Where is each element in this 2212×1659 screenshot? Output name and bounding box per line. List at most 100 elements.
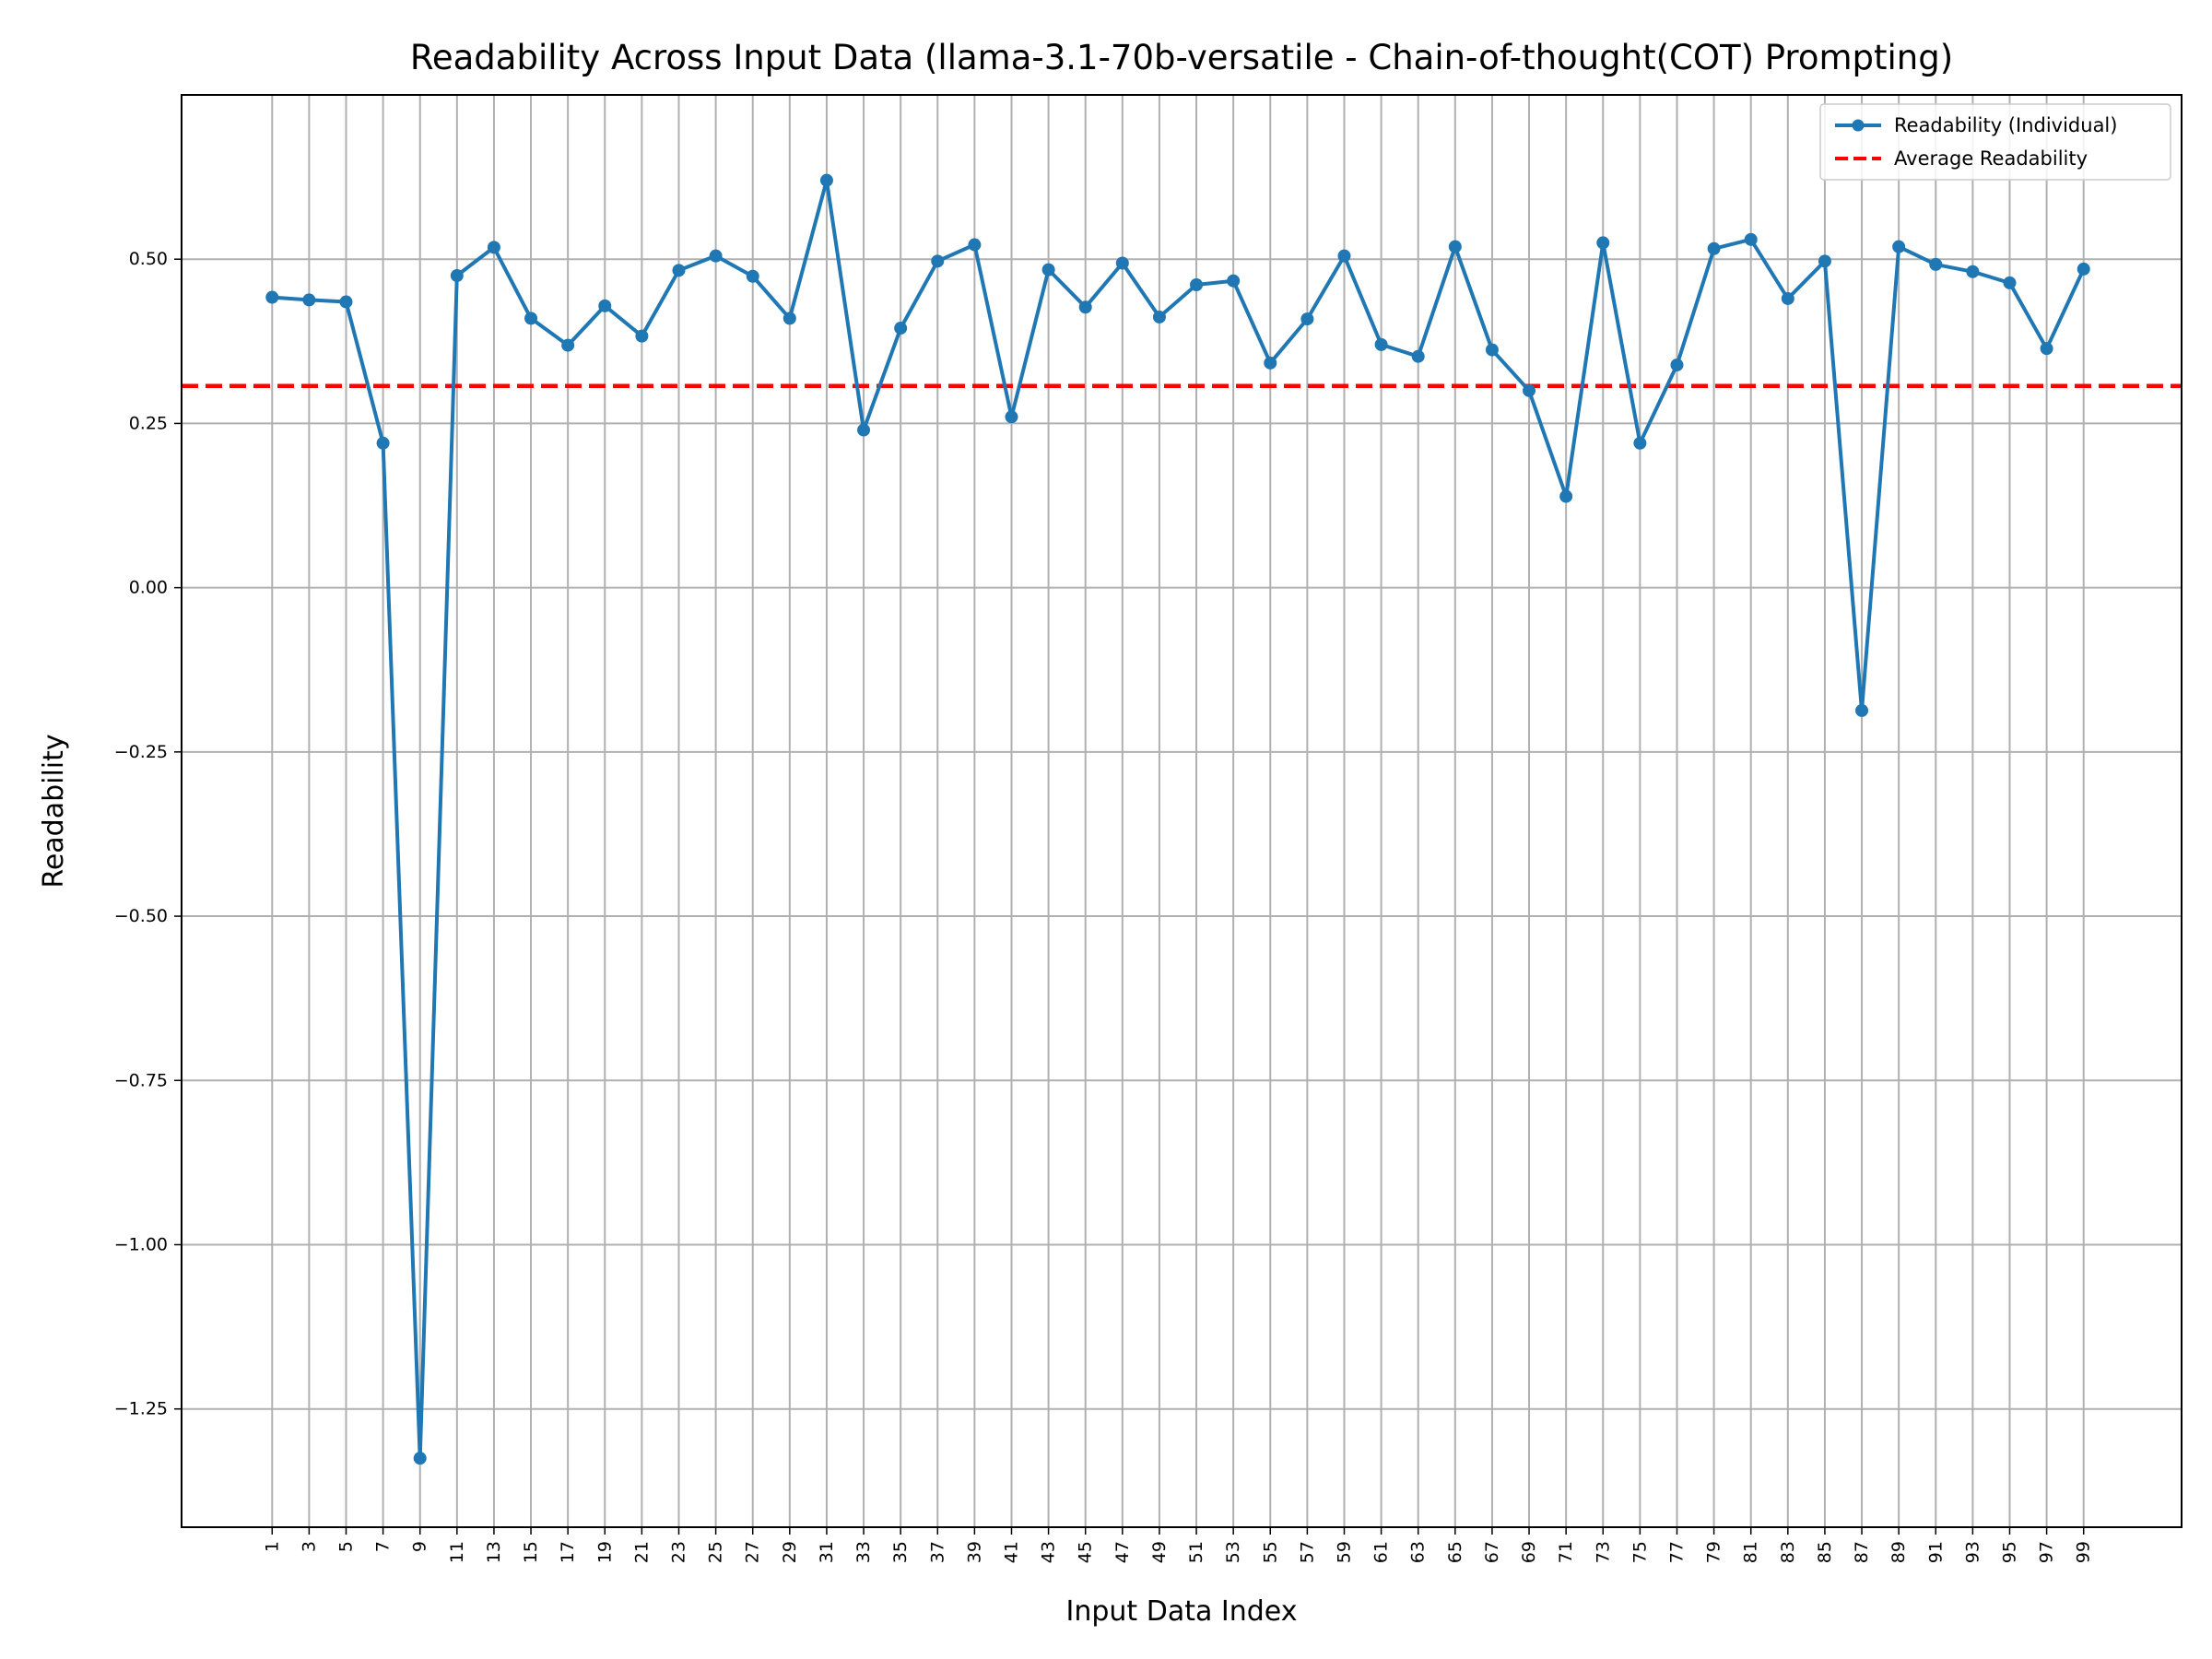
data-point — [1929, 257, 1943, 271]
data-point — [1152, 310, 1166, 324]
x-tick-label: 55 — [1260, 1541, 1280, 1563]
data-point — [1781, 291, 1794, 305]
x-tick-label: 11 — [447, 1541, 467, 1563]
data-point — [931, 254, 945, 268]
data-point — [819, 173, 833, 187]
grid-lines — [182, 95, 2182, 1527]
x-tick-label: 97 — [2037, 1541, 2057, 1563]
x-tick-label: 79 — [1704, 1541, 1724, 1563]
data-point — [450, 269, 464, 283]
data-point — [302, 293, 316, 307]
axis-ticks: 1 3 5 7 9 11 13 15 17 19 21 23 25 27 29 31 33 35 37 39 41 43 4… — [114, 249, 2094, 1563]
x-tick-label: 83 — [1778, 1541, 1798, 1563]
series-layer — [265, 173, 2090, 1465]
x-tick-label: 61 — [1371, 1541, 1392, 1563]
data-point — [265, 290, 279, 304]
x-tick-label: 35 — [890, 1541, 911, 1563]
data-point — [376, 436, 390, 450]
y-tick-label: −0.50 — [114, 906, 168, 926]
y-axis-label: Readability — [38, 734, 70, 888]
data-point — [1227, 274, 1241, 288]
x-tick-label: 31 — [817, 1541, 837, 1563]
data-point — [746, 269, 759, 283]
x-tick-label: 41 — [1001, 1541, 1021, 1563]
y-tick-label: 0.25 — [129, 413, 168, 433]
data-point — [1596, 236, 1610, 250]
x-tick-label: 57 — [1297, 1541, 1317, 1563]
x-tick-label: 53 — [1223, 1541, 1243, 1563]
legend-box — [1819, 103, 2171, 181]
data-point — [857, 423, 871, 437]
x-tick-label: 75 — [1630, 1541, 1650, 1563]
data-point — [1264, 356, 1277, 370]
x-tick-label: 93 — [1962, 1541, 1983, 1563]
data-point — [1005, 410, 1018, 424]
data-point — [1966, 265, 1980, 278]
data-point — [1190, 278, 1204, 292]
y-tick-label: −0.25 — [114, 742, 168, 762]
data-point — [1559, 489, 1573, 503]
readability-series-line — [272, 178, 2086, 1461]
x-tick-label: 21 — [631, 1541, 652, 1563]
x-tick-label: 81 — [1741, 1541, 1761, 1563]
x-tick-label: 39 — [964, 1541, 984, 1563]
x-tick-label: 89 — [1888, 1541, 1909, 1563]
x-tick-label: 51 — [1186, 1541, 1206, 1563]
data-point — [1337, 249, 1351, 263]
x-tick-label: 59 — [1334, 1541, 1354, 1563]
y-tick-label: −1.00 — [114, 1234, 168, 1254]
x-tick-label: 7 — [373, 1541, 394, 1552]
data-point — [1633, 436, 1647, 450]
data-point — [1523, 383, 1536, 397]
y-tick-label: −1.25 — [114, 1399, 168, 1419]
x-tick-label: 95 — [1999, 1541, 2019, 1563]
data-point — [1374, 337, 1388, 351]
data-point — [1818, 254, 1831, 268]
x-tick-label: 47 — [1112, 1541, 1133, 1563]
x-tick-label: 37 — [927, 1541, 947, 1563]
x-tick-label: 17 — [558, 1541, 578, 1563]
x-tick-label: 91 — [1925, 1541, 1946, 1563]
x-tick-label: 65 — [1445, 1541, 1465, 1563]
data-point — [1115, 256, 1129, 270]
data-point — [413, 1452, 427, 1465]
y-tick-label: 0.00 — [129, 578, 168, 598]
x-tick-label: 99 — [2074, 1541, 2094, 1563]
legend-entry-average: Average Readability — [1894, 147, 2088, 170]
legend-entry-individual: Readability (Individual) — [1894, 114, 2117, 136]
data-point — [487, 241, 500, 254]
x-tick-label: 9 — [410, 1541, 430, 1552]
chart-title: Readability Across Input Data (llama-3.1… — [410, 38, 1953, 77]
y-tick-label: 0.50 — [129, 249, 168, 269]
x-tick-label: 1 — [262, 1541, 282, 1552]
x-tick-label: 69 — [1519, 1541, 1539, 1563]
legend: Readability (Individual) Average Readabi… — [1819, 103, 2171, 181]
data-point — [1041, 263, 1055, 276]
data-point — [2003, 276, 2017, 289]
x-tick-label: 73 — [1593, 1541, 1613, 1563]
x-tick-label: 19 — [594, 1541, 615, 1563]
data-point — [1892, 240, 1906, 253]
data-point — [1707, 241, 1721, 255]
x-tick-label: 49 — [1149, 1541, 1170, 1563]
x-tick-label: 87 — [1852, 1541, 1872, 1563]
data-point — [782, 312, 796, 325]
x-tick-label: 45 — [1076, 1541, 1096, 1563]
data-point — [1744, 232, 1758, 246]
x-tick-label: 67 — [1482, 1541, 1502, 1563]
data-point — [968, 238, 982, 252]
data-point — [2077, 262, 2090, 276]
data-point — [1670, 358, 1684, 371]
x-tick-label: 23 — [668, 1541, 688, 1563]
data-point — [894, 322, 908, 335]
x-tick-label: 43 — [1039, 1541, 1059, 1563]
data-point — [709, 249, 723, 263]
data-point — [1078, 300, 1092, 314]
x-tick-label: 29 — [780, 1541, 800, 1563]
data-point — [598, 299, 612, 312]
x-tick-label: 71 — [1556, 1541, 1576, 1563]
x-tick-label: 27 — [743, 1541, 763, 1563]
x-tick-label: 15 — [521, 1541, 541, 1563]
y-tick-label: −0.75 — [114, 1070, 168, 1090]
